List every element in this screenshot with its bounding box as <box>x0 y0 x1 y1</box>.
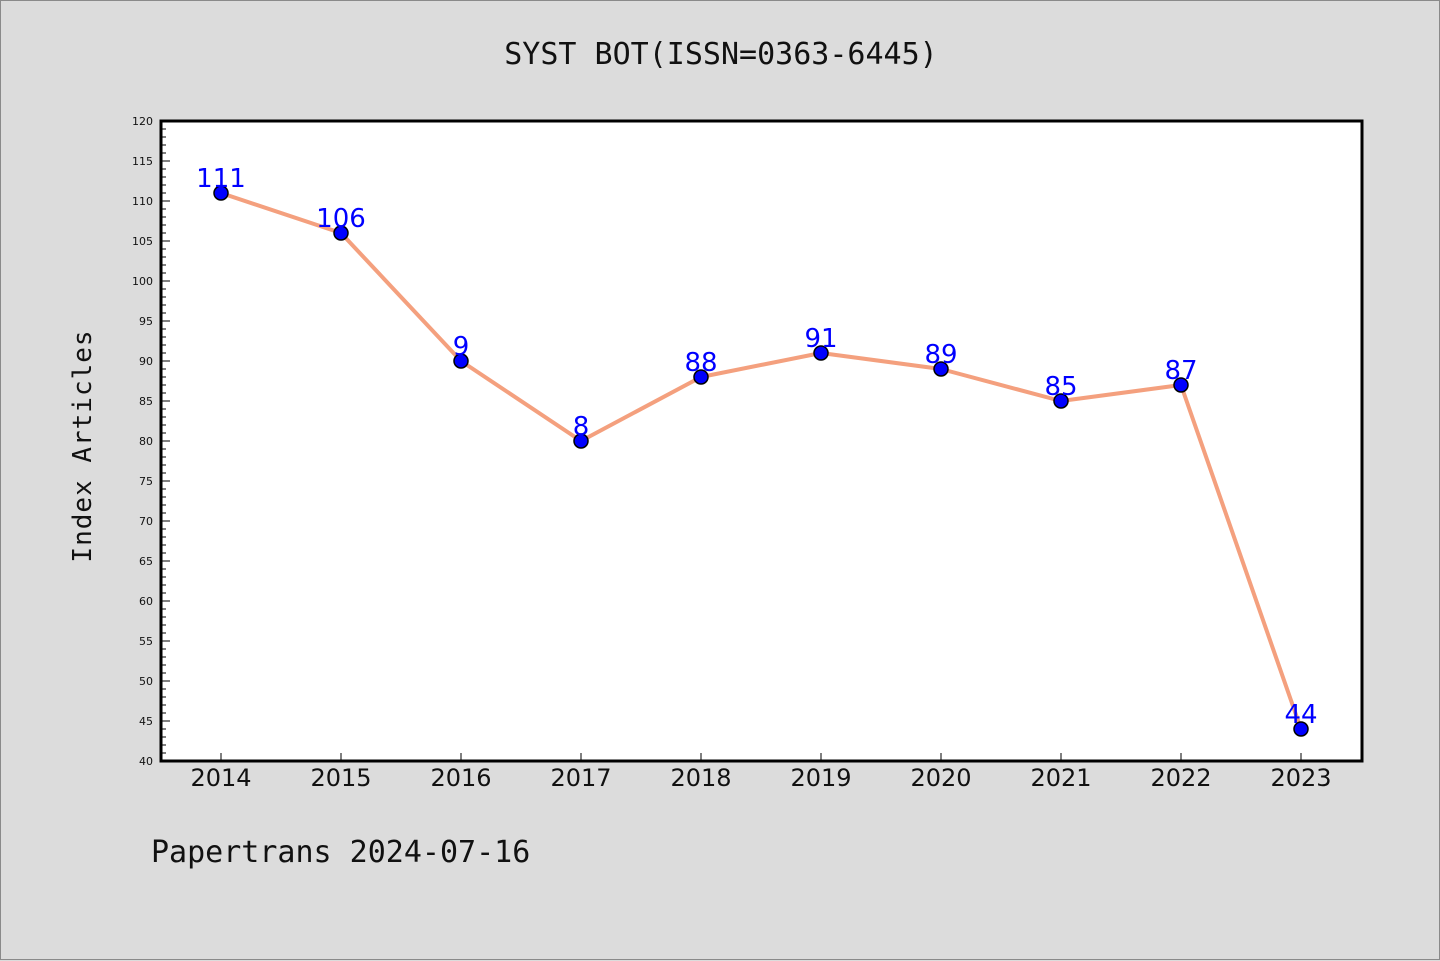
y-tick-label: 100 <box>132 275 153 288</box>
data-label: 44 <box>1284 700 1317 730</box>
data-label: 111 <box>196 164 246 194</box>
data-point <box>1173 377 1189 393</box>
y-tick-label: 105 <box>132 235 153 248</box>
y-axis: 40 45 50 55 60 65 70 75 80 85 90 95 100 105 110 115 120 <box>132 115 170 768</box>
y-tick-label: 55 <box>139 635 153 648</box>
y-tick-label: 120 <box>132 115 153 128</box>
y-tick-label: 50 <box>139 675 153 688</box>
data-point <box>1293 721 1309 737</box>
plot-area <box>159 119 1364 763</box>
y-tick-label: 80 <box>139 435 153 448</box>
x-tick-label: 2015 <box>310 764 371 792</box>
x-tick-label: 2023 <box>1270 764 1331 792</box>
data-point <box>573 433 589 449</box>
x-tick-label: 2017 <box>550 764 611 792</box>
y-tick-label: 75 <box>139 475 153 488</box>
data-label: 106 <box>316 204 366 234</box>
data-point <box>453 353 469 369</box>
x-tick-label: 2016 <box>430 764 491 792</box>
x-tick-label: 2018 <box>670 764 731 792</box>
data-point <box>813 345 829 361</box>
data-label: 87 <box>1164 356 1197 386</box>
x-tick-label: 2021 <box>1030 764 1091 792</box>
data-label: 89 <box>924 340 957 370</box>
y-tick-label: 65 <box>139 555 153 568</box>
data-label: 85 <box>1044 372 1077 402</box>
data-label: 88 <box>684 348 717 378</box>
chart-title: SYST BOT(ISSN=0363-6445) <box>504 37 938 72</box>
y-tick-label: 70 <box>139 515 153 528</box>
data-label: 8 <box>573 412 590 442</box>
data-point <box>333 225 349 241</box>
y-tick-label: 115 <box>132 155 153 168</box>
y-tick-label: 60 <box>139 595 153 608</box>
data-point <box>213 185 229 201</box>
y-tick-label: 85 <box>139 395 153 408</box>
x-tick-label: 2020 <box>910 764 971 792</box>
data-label: 9 <box>453 332 470 362</box>
y-tick-label: 40 <box>139 755 153 768</box>
series-line <box>220 191 1303 730</box>
y-tick-label: 110 <box>132 195 153 208</box>
data-point <box>693 369 709 385</box>
x-tick-label: 2022 <box>1150 764 1211 792</box>
y-tick-label: 45 <box>139 715 153 728</box>
data-label: 91 <box>804 324 837 354</box>
x-axis: 2014 2015 2016 2017 2018 2019 2020 2021 2022 2023 <box>190 753 1332 792</box>
y-tick-label: 90 <box>139 355 153 368</box>
footer-note: Papertrans 2024-07-16 <box>151 835 531 870</box>
data-point <box>1053 393 1069 409</box>
data-point <box>933 361 949 377</box>
y-axis-label: Index Articles <box>68 329 98 562</box>
x-tick-label: 2019 <box>790 764 851 792</box>
y-tick-label: 95 <box>139 315 153 328</box>
x-tick-label: 2014 <box>190 764 251 792</box>
